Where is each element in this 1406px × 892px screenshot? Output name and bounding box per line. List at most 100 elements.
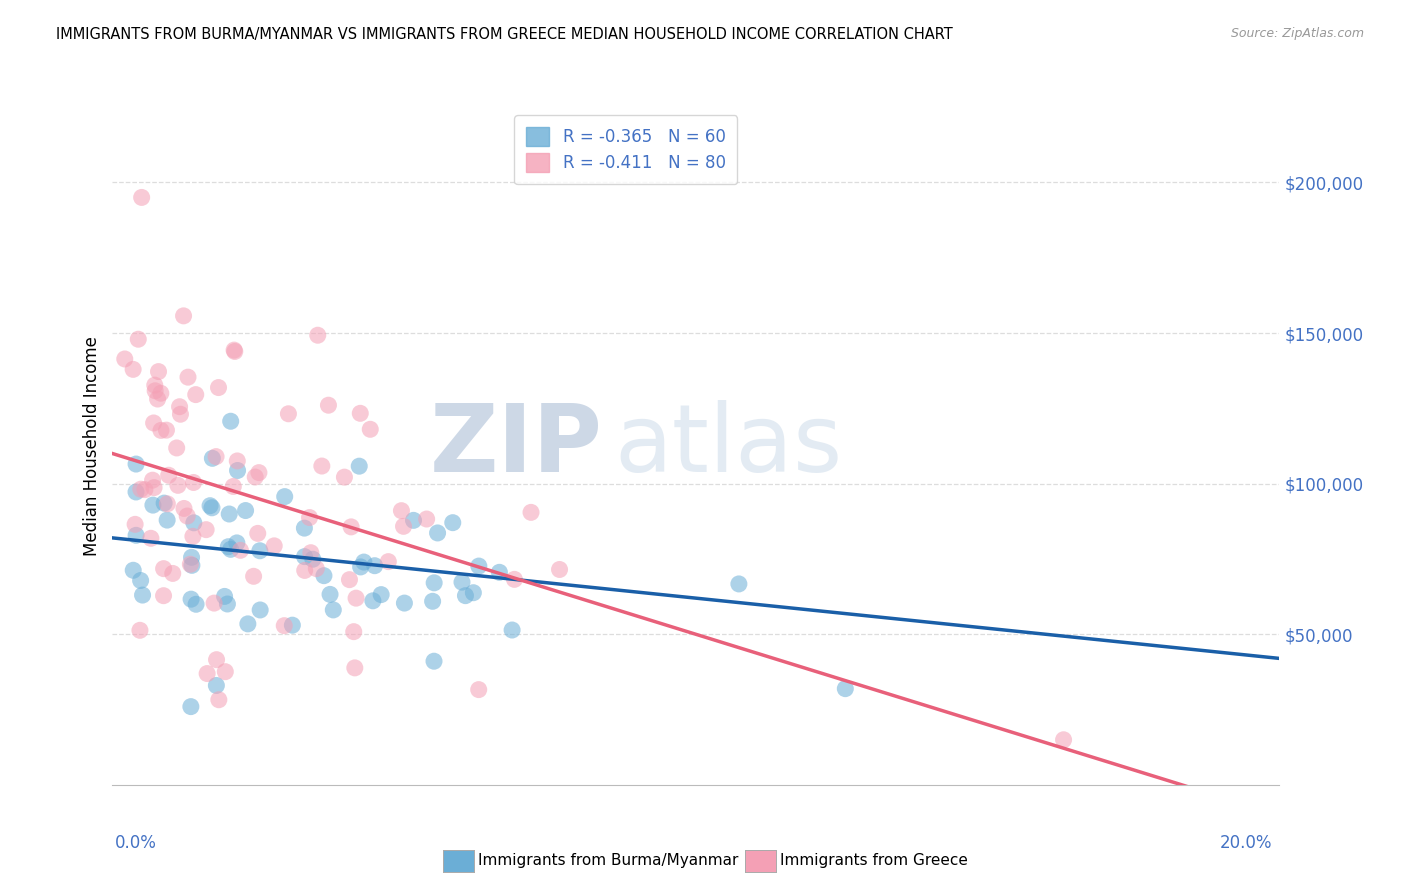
Point <box>339 573 361 587</box>
Point <box>343 661 366 675</box>
Point <box>548 562 571 576</box>
Point <box>312 568 335 582</box>
Point <box>156 513 179 527</box>
Point <box>162 566 184 581</box>
Point <box>319 587 342 601</box>
Text: atlas: atlas <box>614 400 842 492</box>
Point <box>180 550 202 565</box>
Point <box>131 190 153 204</box>
Point <box>246 526 269 541</box>
Point <box>214 590 236 604</box>
Point <box>179 558 201 572</box>
Point <box>503 573 526 587</box>
Point <box>347 459 370 474</box>
Point <box>340 520 363 534</box>
Point <box>307 328 329 343</box>
Point <box>311 458 333 473</box>
Point <box>167 478 190 492</box>
Point <box>235 503 257 517</box>
Point <box>198 499 221 513</box>
Point <box>152 561 174 575</box>
Point <box>394 596 416 610</box>
Point <box>468 559 491 574</box>
Point <box>202 596 225 610</box>
Text: Source: ZipAtlas.com: Source: ZipAtlas.com <box>1230 27 1364 40</box>
Point <box>247 466 270 480</box>
Point <box>305 561 328 575</box>
Point <box>249 603 271 617</box>
Point <box>152 589 174 603</box>
Point <box>180 699 202 714</box>
Point <box>392 519 415 533</box>
Point <box>139 531 162 545</box>
Point <box>281 618 304 632</box>
Text: Immigrants from Greece: Immigrants from Greece <box>780 854 969 868</box>
Text: 20.0%: 20.0% <box>1220 834 1272 852</box>
Point <box>129 574 152 588</box>
Point <box>391 504 413 518</box>
Point <box>205 450 228 464</box>
Legend: R = -0.365   N = 60, R = -0.411   N = 80: R = -0.365 N = 60, R = -0.411 N = 80 <box>515 115 738 184</box>
Point <box>415 512 437 526</box>
Point <box>114 351 136 366</box>
Point <box>423 654 446 668</box>
Point <box>181 529 204 543</box>
Point <box>153 496 176 510</box>
Point <box>169 407 191 421</box>
Point <box>292 521 315 535</box>
Point <box>245 470 267 484</box>
Text: 0.0%: 0.0% <box>115 834 157 852</box>
Text: ZIP: ZIP <box>430 400 603 492</box>
Point <box>166 441 188 455</box>
Point <box>350 560 373 574</box>
Point <box>273 490 295 504</box>
Point <box>467 682 489 697</box>
Point <box>143 378 166 392</box>
Point <box>488 566 510 580</box>
Point <box>361 594 384 608</box>
Point <box>359 422 381 436</box>
Point <box>363 558 385 573</box>
Point <box>520 505 543 519</box>
Point <box>349 406 371 420</box>
Point <box>180 592 202 607</box>
Point <box>208 692 231 706</box>
Point <box>263 539 285 553</box>
Point <box>426 525 449 540</box>
Point <box>177 370 200 384</box>
Point <box>402 513 425 527</box>
Point <box>125 485 148 500</box>
Point <box>242 569 264 583</box>
Point <box>156 497 179 511</box>
Point <box>125 528 148 542</box>
Point <box>183 475 205 490</box>
Point <box>149 424 172 438</box>
Point <box>122 563 145 577</box>
Point <box>214 665 236 679</box>
Point <box>299 546 322 560</box>
Point <box>353 555 375 569</box>
Point <box>226 463 249 477</box>
Point <box>501 623 523 637</box>
Point <box>205 653 228 667</box>
Point <box>1052 732 1074 747</box>
Point <box>229 543 252 558</box>
Point <box>225 536 247 550</box>
Point <box>333 470 356 484</box>
Point <box>236 616 259 631</box>
Point <box>343 624 366 639</box>
Point <box>217 540 239 554</box>
Point <box>125 457 148 471</box>
Point <box>149 386 172 401</box>
Point <box>370 588 392 602</box>
Point <box>195 666 218 681</box>
Point <box>143 481 166 495</box>
Point <box>146 392 169 406</box>
Point <box>273 618 295 632</box>
Point <box>129 482 152 496</box>
Point <box>169 400 191 414</box>
Point <box>127 332 149 346</box>
Point <box>173 501 195 516</box>
Y-axis label: Median Household Income: Median Household Income <box>83 336 101 556</box>
Point <box>148 365 170 379</box>
